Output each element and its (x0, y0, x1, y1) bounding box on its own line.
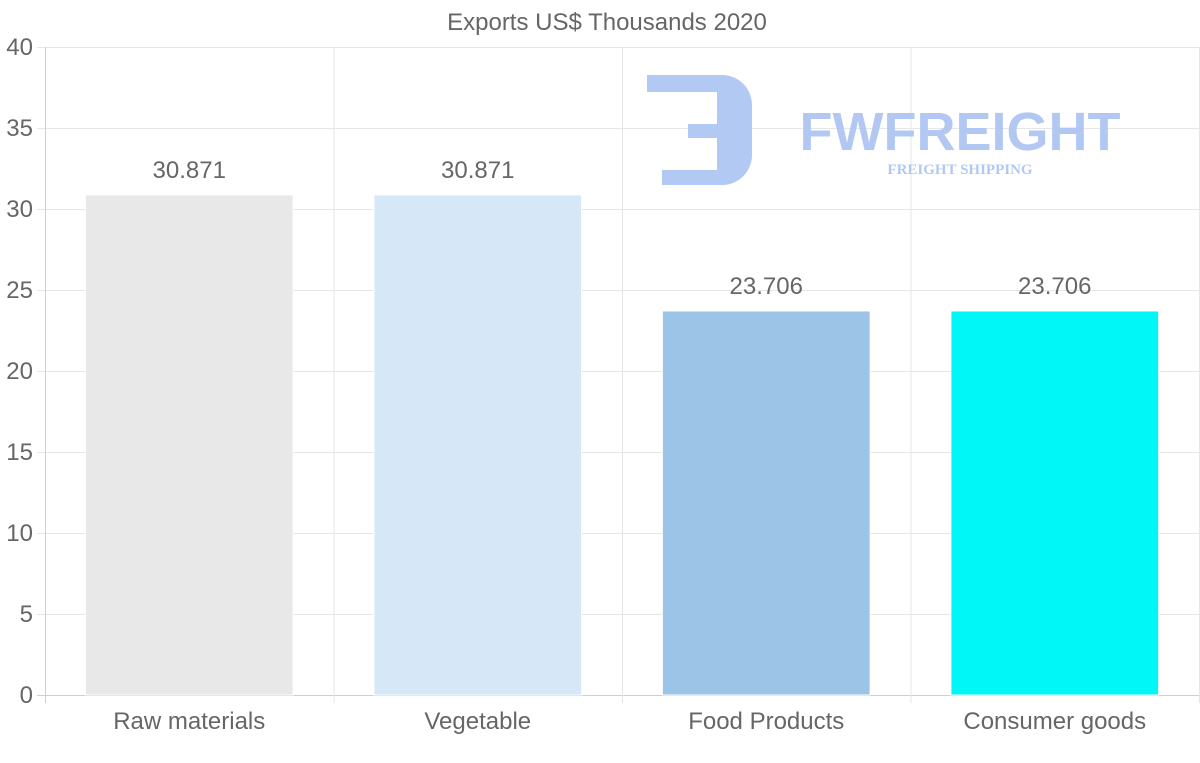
bar-value-label: 23.706 (1018, 273, 1091, 300)
y-tick-label: 0 (20, 682, 33, 709)
x-axis-labels: Raw materials Vegetable Food Products Consu… (113, 708, 1146, 735)
bar[interactable] (84, 194, 294, 696)
bar[interactable] (950, 310, 1160, 696)
bar-value-label: 23.706 (730, 273, 803, 300)
logo-icon (647, 75, 752, 185)
y-tick-label: 20 (6, 358, 33, 385)
watermark: FWFREIGHT FREIGHT SHIPPING (647, 75, 1120, 185)
y-tick-label: 15 (6, 439, 33, 466)
bar-value-label: 30.871 (153, 157, 226, 184)
y-tick-label: 35 (6, 115, 33, 142)
bar[interactable] (373, 194, 583, 696)
y-tick-label: 40 (6, 34, 33, 61)
y-axis-labels: 0 5 10 15 20 25 30 35 40 (6, 34, 33, 709)
x-tick-label: Consumer goods (963, 708, 1146, 735)
x-tick-label: Food Products (688, 708, 844, 735)
bars: 30.871 30.871 23.706 23.706 (84, 157, 1160, 696)
y-tick-label: 30 (6, 196, 33, 223)
x-tick-label: Raw materials (113, 708, 265, 735)
y-tick-label: 25 (6, 277, 33, 304)
x-tick-label: Vegetable (424, 708, 531, 735)
y-tick-label: 5 (20, 601, 33, 628)
watermark-tagline: FREIGHT SHIPPING (887, 162, 1032, 178)
watermark-brand: FWFREIGHT (800, 102, 1121, 162)
bar-value-label: 30.871 (441, 157, 514, 184)
bar[interactable] (661, 310, 871, 696)
y-tick-label: 10 (6, 520, 33, 547)
chart-title: Exports US$ Thousands 2020 (447, 9, 767, 36)
